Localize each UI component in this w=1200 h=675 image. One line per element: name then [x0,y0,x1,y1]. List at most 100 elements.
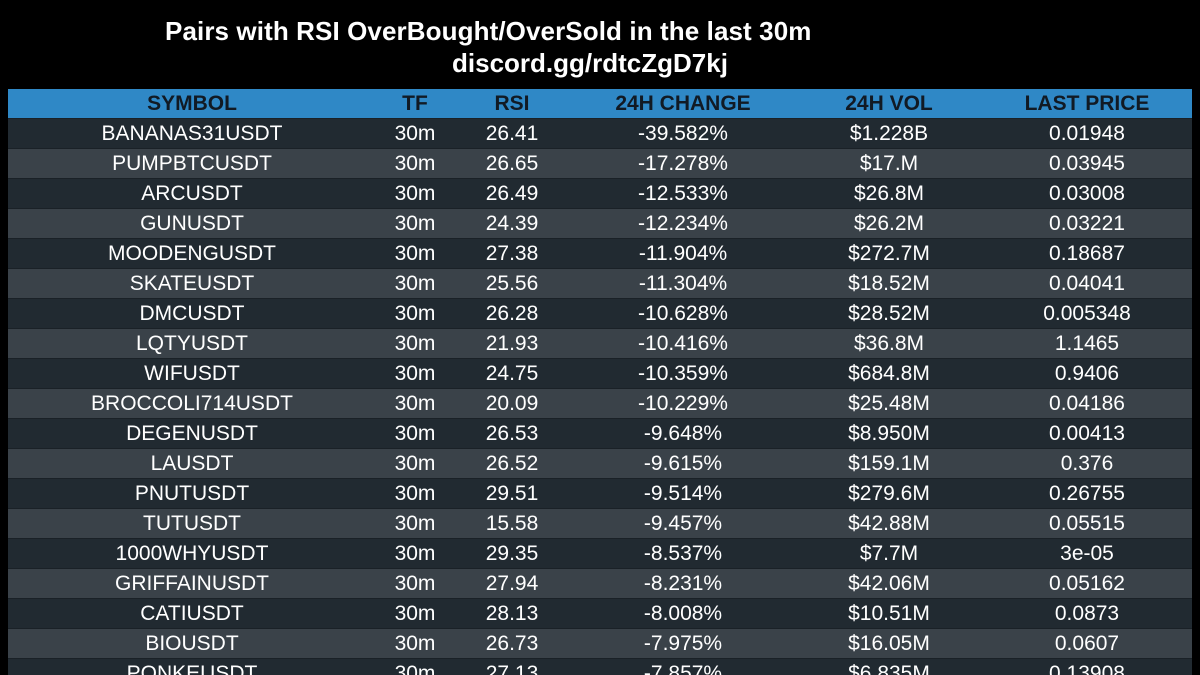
cell-24h-vol: $26.2M [796,208,982,239]
cell-24h-vol: $8.950M [796,418,982,449]
cell-tf: 30m [376,478,454,509]
rsi-table: SYMBOL TF RSI 24H CHANGE 24H VOL LAST PR… [8,89,1192,675]
cell-symbol: LQTYUSDT [8,328,376,359]
cell-rsi: 25.56 [454,268,570,299]
table-row: 1000WHYUSDT 30m 29.35 -8.537% $7.7M 3e-05 [8,538,1192,569]
cell-rsi: 15.58 [454,508,570,539]
table-row: TUTUSDT 30m 15.58 -9.457% $42.88M 0.05515 [8,508,1192,539]
column-header-symbol: SYMBOL [147,92,237,115]
cell-24h-vol: $1.228B [796,118,982,149]
cell-24h-change: -8.008% [570,598,796,629]
cell-rsi: 26.41 [454,118,570,149]
cell-24h-change: -12.234% [570,208,796,239]
cell-last-price: 0.0873 [982,598,1192,629]
cell-24h-change: -9.457% [570,508,796,539]
cell-last-price: 0.00413 [982,418,1192,449]
cell-24h-vol: $42.88M [796,508,982,539]
cell-last-price: 0.0607 [982,628,1192,659]
cell-24h-change: -9.648% [570,418,796,449]
cell-24h-change: -7.857% [570,658,796,675]
table-row: GRIFFAINUSDT 30m 27.94 -8.231% $42.06M 0.0516… [8,568,1192,599]
cell-24h-vol: $279.6M [796,478,982,509]
column-header-24h-change: 24H CHANGE [615,92,751,115]
cell-symbol: GUNUSDT [8,208,376,239]
page-title: Pairs with RSI OverBought/OverSold in th… [165,16,812,46]
cell-24h-vol: $159.1M [796,448,982,479]
cell-symbol: BANANAS31USDT [8,118,376,149]
cell-24h-vol: $25.48M [796,388,982,419]
table-row: DMCUSDT 30m 26.28 -10.628% $28.52M 0.005348 [8,298,1192,329]
cell-symbol: BROCCOLI714USDT [8,388,376,419]
cell-24h-change: -9.514% [570,478,796,509]
cell-24h-vol: $17.M [796,148,982,179]
cell-24h-change: -9.615% [570,448,796,479]
cell-tf: 30m [376,538,454,569]
cell-tf: 30m [376,508,454,539]
cell-24h-vol: $42.06M [796,568,982,599]
cell-24h-change: -7.975% [570,628,796,659]
cell-tf: 30m [376,628,454,659]
cell-24h-vol: $10.51M [796,598,982,629]
discord-link-text: discord.gg/rdtcZgD7kj [452,48,728,78]
cell-rsi: 27.38 [454,238,570,269]
cell-last-price: 0.26755 [982,478,1192,509]
cell-tf: 30m [376,268,454,299]
cell-symbol: LAUSDT [8,448,376,479]
cell-symbol: WIFUSDT [8,358,376,389]
cell-symbol: PNUTUSDT [8,478,376,509]
cell-rsi: 26.49 [454,178,570,209]
cell-rsi: 29.35 [454,538,570,569]
cell-tf: 30m [376,598,454,629]
table-row: BROCCOLI714USDT 30m 20.09 -10.229% $25.48M 0.… [8,388,1192,419]
cell-symbol: ARCUSDT [8,178,376,209]
cell-symbol: CATIUSDT [8,598,376,629]
rsi-table-container: SYMBOL TF RSI 24H CHANGE 24H VOL LAST PR… [8,89,1192,675]
cell-tf: 30m [376,238,454,269]
cell-tf: 30m [376,298,454,329]
table-header-row: SYMBOL TF RSI 24H CHANGE 24H VOL LAST PR… [8,89,1192,119]
cell-24h-vol: $272.7M [796,238,982,269]
cell-symbol: DMCUSDT [8,298,376,329]
column-header-24h-vol: 24H VOL [845,92,933,115]
cell-last-price: 0.18687 [982,238,1192,269]
cell-24h-change: -12.533% [570,178,796,209]
table-row: PONKEUSDT 30m 27.13 -7.857% $6.835M 0.13908 [8,658,1192,675]
cell-24h-vol: $16.05M [796,628,982,659]
cell-tf: 30m [376,178,454,209]
cell-24h-vol: $7.7M [796,538,982,569]
cell-symbol: GRIFFAINUSDT [8,568,376,599]
table-row: MOODENGUSDT 30m 27.38 -11.904% $272.7M 0.1868… [8,238,1192,269]
cell-last-price: 1.1465 [982,328,1192,359]
cell-24h-vol: $18.52M [796,268,982,299]
cell-tf: 30m [376,208,454,239]
cell-24h-change: -10.416% [570,328,796,359]
cell-24h-change: -10.359% [570,358,796,389]
cell-24h-vol: $684.8M [796,358,982,389]
cell-rsi: 26.73 [454,628,570,659]
table-row: SKATEUSDT 30m 25.56 -11.304% $18.52M 0.04041 [8,268,1192,299]
cell-rsi: 28.13 [454,598,570,629]
cell-24h-vol: $6.835M [796,658,982,675]
cell-tf: 30m [376,358,454,389]
cell-rsi: 24.39 [454,208,570,239]
cell-symbol: PONKEUSDT [8,658,376,675]
table-row: GUNUSDT 30m 24.39 -12.234% $26.2M 0.03221 [8,208,1192,239]
cell-rsi: 27.94 [454,568,570,599]
cell-symbol: SKATEUSDT [8,268,376,299]
column-header-last-price: LAST PRICE [1024,92,1150,115]
cell-rsi: 29.51 [454,478,570,509]
cell-24h-change: -8.231% [570,568,796,599]
table-row: BANANAS31USDT 30m 26.41 -39.582% $1.228B 0.01… [8,118,1192,149]
cell-last-price: 3e-05 [982,538,1192,569]
cell-last-price: 0.01948 [982,118,1192,149]
cell-24h-change: -10.628% [570,298,796,329]
cell-tf: 30m [376,148,454,179]
cell-24h-change: -17.278% [570,148,796,179]
cell-last-price: 0.05162 [982,568,1192,599]
cell-rsi: 27.13 [454,658,570,675]
cell-24h-change: -11.304% [570,268,796,299]
cell-symbol: BIOUSDT [8,628,376,659]
cell-24h-vol: $36.8M [796,328,982,359]
cell-rsi: 26.53 [454,418,570,449]
cell-symbol: PUMPBTCUSDT [8,148,376,179]
